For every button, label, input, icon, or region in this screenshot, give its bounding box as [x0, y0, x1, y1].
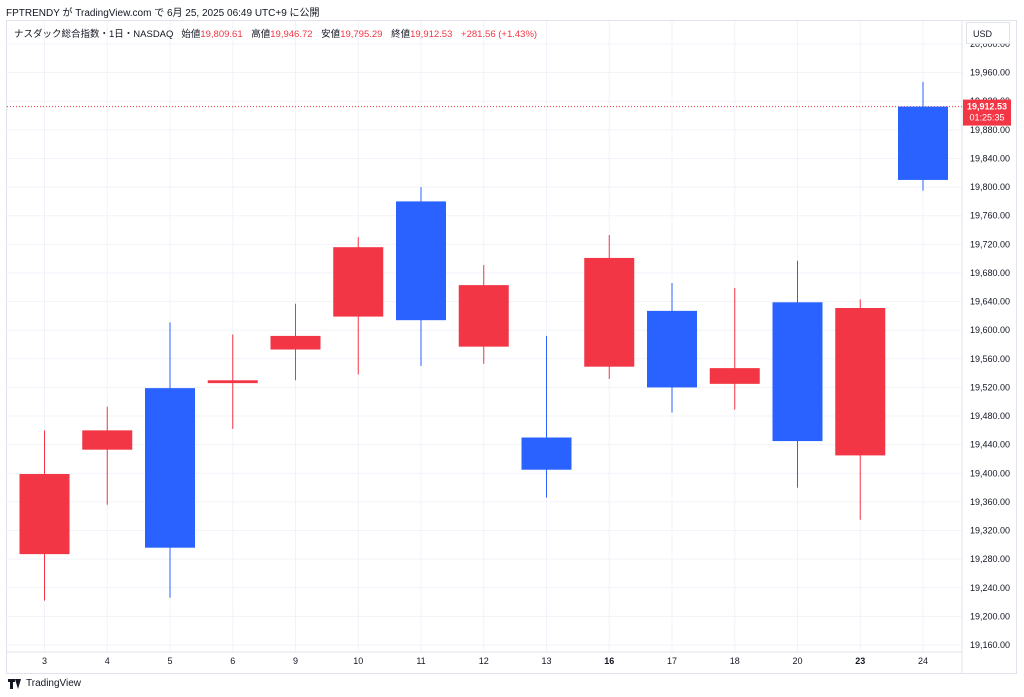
y-tick-label: 19,800.00 [970, 182, 1010, 192]
y-tick-label: 19,960.00 [970, 68, 1010, 78]
candle-body [333, 247, 384, 317]
currency-selector[interactable]: USD [966, 22, 1010, 44]
x-tick-label: 3 [42, 656, 47, 666]
y-tick-label: 19,520.00 [970, 382, 1010, 392]
x-tick-label: 11 [416, 656, 425, 666]
close-label: 終値 [391, 29, 411, 40]
close-value: 19,912.53 [410, 29, 453, 40]
y-tick-label: 19,400.00 [970, 468, 1010, 478]
y-tick-label: 19,600.00 [970, 325, 1010, 335]
tradingview-icon [8, 678, 22, 689]
ohlc-legend: ナスダック総合指数・1日・NASDAQ 始値19,809.61 高値19,946… [14, 26, 543, 40]
high-label: 高値 [251, 29, 271, 40]
x-tick-label: 24 [918, 656, 928, 666]
y-tick-label: 19,360.00 [970, 497, 1010, 507]
candle-body [647, 310, 697, 388]
x-tick-label: 6 [230, 656, 235, 666]
x-tick-label: 4 [105, 656, 110, 666]
y-tick-label: 19,200.00 [970, 611, 1010, 621]
candle-body [709, 368, 760, 384]
y-tick-label: 19,560.00 [970, 354, 1010, 364]
candle-body [584, 257, 635, 367]
candle-body [82, 430, 133, 450]
brand-label: TradingView [26, 678, 82, 689]
x-tick-label: 17 [667, 656, 677, 666]
candle-body [207, 380, 258, 384]
y-tick-label: 19,480.00 [970, 411, 1010, 421]
y-tick-label: 19,440.00 [970, 440, 1010, 450]
y-tick-label: 19,160.00 [970, 640, 1010, 650]
x-tick-label: 18 [730, 656, 740, 666]
x-tick-label: 20 [792, 656, 802, 666]
change-value: +281.56 (+1.43%) [461, 29, 538, 40]
low-value: 19,795.29 [340, 29, 383, 40]
x-tick-label: 9 [293, 656, 298, 666]
y-tick-label: 19,840.00 [970, 153, 1010, 163]
x-tick-label: 23 [855, 656, 865, 666]
candle-body [521, 437, 572, 470]
tradingview-logo: TradingView [8, 678, 81, 689]
candle-body [396, 201, 446, 321]
candle-body [19, 474, 70, 555]
price-badge [963, 99, 1011, 126]
candle-body [270, 335, 321, 350]
currency-label: USD [973, 29, 993, 39]
y-tick-label: 19,680.00 [970, 268, 1010, 278]
candle-body [898, 106, 948, 180]
y-tick-label: 19,760.00 [970, 211, 1010, 221]
y-tick-label: 20,000.00 [970, 39, 1010, 49]
publisher-caption: FPTRENDY が TradingView.com で 6月 25, 2025… [6, 8, 320, 19]
y-tick-label: 19,880.00 [970, 125, 1010, 135]
price-badge-value: 19,912.53 [967, 102, 1007, 112]
high-value: 19,946.72 [270, 29, 313, 40]
x-tick-label: 16 [604, 656, 614, 666]
candle-body [835, 308, 886, 456]
symbol-label[interactable]: ナスダック総合指数・1日・NASDAQ [14, 29, 174, 40]
low-label: 安値 [321, 29, 341, 40]
x-tick-label: 10 [353, 656, 363, 666]
x-tick-label: 5 [167, 656, 172, 666]
open-value: 19,809.61 [200, 29, 243, 40]
y-tick-label: 19,240.00 [970, 583, 1010, 593]
open-label: 始値 [181, 29, 201, 40]
candle-body [145, 388, 195, 548]
x-tick-label: 12 [479, 656, 489, 666]
chart-frame [6, 20, 1017, 674]
candle-body [772, 302, 823, 442]
price-badge-countdown: 01:25:35 [969, 113, 1004, 123]
y-tick-label: 19,320.00 [970, 526, 1010, 536]
candle-body [458, 285, 509, 347]
y-tick-label: 19,720.00 [970, 239, 1010, 249]
x-tick-label: 13 [541, 656, 551, 666]
y-tick-label: 19,280.00 [970, 554, 1010, 564]
y-tick-label: 19,640.00 [970, 297, 1010, 307]
